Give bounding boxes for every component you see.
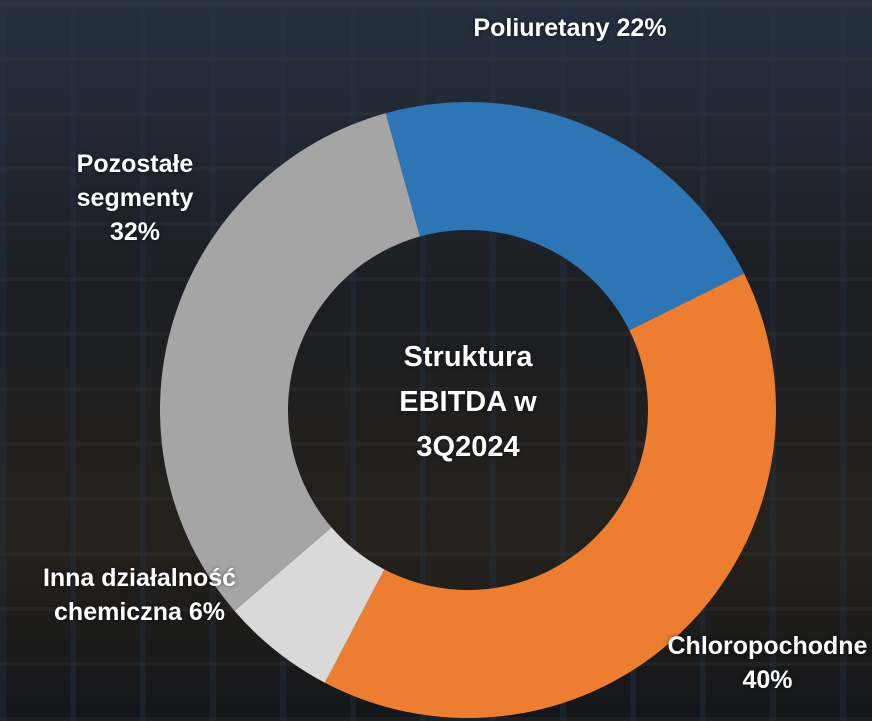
value-label: 6%: [188, 597, 225, 626]
value-label: 22%: [616, 14, 667, 42]
slice-label: Chloropochodne 40%: [640, 630, 872, 698]
category-label: Poliuretany: [473, 14, 610, 42]
category-label: Pozostałe segmenty: [76, 150, 194, 212]
slice-label: Pozostałe segmenty 32%: [60, 148, 210, 249]
slice-label: Poliuretany 22%: [470, 12, 670, 46]
donut-slice: [234, 527, 385, 683]
value-label: 40%: [742, 665, 793, 694]
donut-slice: [324, 273, 776, 718]
slice-label: Inna działalność chemiczna 6%: [22, 562, 257, 630]
chart-title: Struktura EBITDA w 3Q2024: [399, 341, 537, 463]
donut-slice: [159, 113, 420, 611]
category-label: Inna działalność chemiczna: [42, 564, 237, 626]
category-label: Chloropochodne: [667, 632, 868, 660]
donut-slice: [385, 102, 745, 331]
value-label: 32%: [109, 217, 161, 246]
